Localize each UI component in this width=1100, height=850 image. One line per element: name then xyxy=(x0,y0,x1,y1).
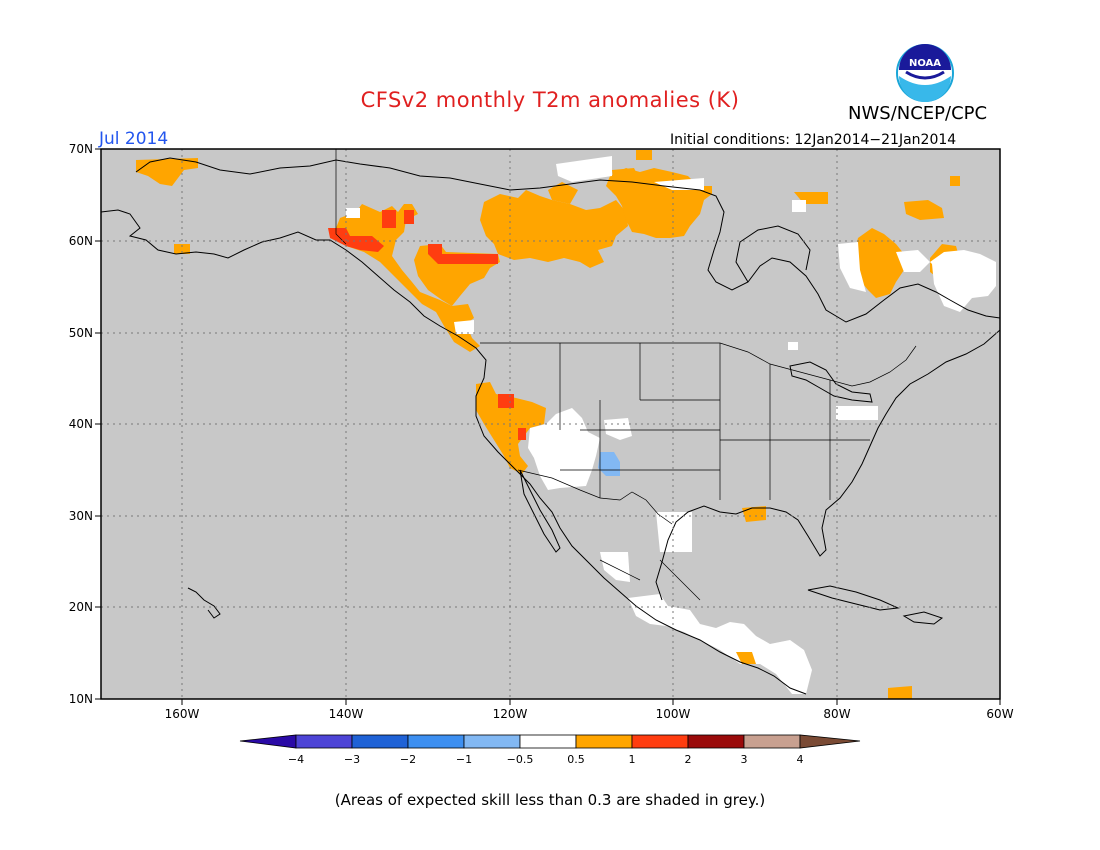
colorbar-tick-label: −0.5 xyxy=(507,753,534,766)
logo-text: NOAA xyxy=(909,58,941,69)
colorbar-swatch xyxy=(687,734,745,749)
lat-label: 30N xyxy=(69,509,93,523)
colorbar-labels: −4 −3 −2 −1 −0.5 0.5 1 2 3 4 xyxy=(288,753,804,766)
colorbar-high-arrow xyxy=(799,734,861,749)
us-states-1 xyxy=(559,343,870,500)
colorbar-tick-label: 2 xyxy=(685,753,692,766)
us-mexico-border xyxy=(517,469,673,525)
lon-label: 120W xyxy=(493,707,528,721)
colorbar-swatch xyxy=(407,734,465,749)
lat-label: 20N xyxy=(69,600,93,614)
colorbar-swatch xyxy=(351,734,409,749)
colorbar-tick-label: −3 xyxy=(344,753,360,766)
colorbar-tick-label: 3 xyxy=(741,753,748,766)
anomaly-region-hudson-bay-east xyxy=(852,228,904,298)
gridlines xyxy=(101,149,1000,699)
east-coast xyxy=(655,329,1000,601)
colorbar-tick-label: 0.5 xyxy=(567,753,585,766)
colorbar-tick-label: −2 xyxy=(400,753,416,766)
hispaniola xyxy=(902,611,944,625)
forecast-period: Jul 2014 xyxy=(99,129,169,149)
lon-label: 100W xyxy=(656,707,691,721)
colorbar-low-arrow xyxy=(239,734,297,749)
anomaly-layer xyxy=(136,150,996,699)
lat-label: 60N xyxy=(69,234,93,248)
colorbar-swatch xyxy=(519,734,577,749)
lon-labels: 160W 140W 120W 100W 80W 60W xyxy=(165,707,1014,721)
great-lakes xyxy=(789,361,873,403)
cuba xyxy=(807,585,900,611)
colorbar-tick-label: 4 xyxy=(797,753,804,766)
anomaly-region-great-basin xyxy=(476,382,546,474)
colorbar-swatch xyxy=(743,734,801,749)
colorbar-tick-label: 1 xyxy=(629,753,636,766)
anomaly-region-alaska-north-slope xyxy=(136,158,198,186)
anomaly-region-northern-bc-hotspot xyxy=(428,244,498,264)
north-coast xyxy=(135,157,1000,323)
coastlines xyxy=(101,157,1000,695)
colorbar-swatch xyxy=(631,734,689,749)
hawaii xyxy=(187,587,221,619)
anomaly-region-northwest-territories xyxy=(480,190,628,268)
skill-note: (Areas of expected skill less than 0.3 a… xyxy=(334,791,766,809)
lon-label: 80W xyxy=(823,707,850,721)
colorbar-swatch xyxy=(463,734,521,749)
lon-label: 60W xyxy=(986,707,1013,721)
colorbar xyxy=(239,734,861,749)
lat-label: 40N xyxy=(69,417,93,431)
lat-label: 10N xyxy=(69,692,93,706)
baja xyxy=(519,469,561,553)
anomaly-region-venezuela xyxy=(888,686,912,699)
colorbar-tick-label: −1 xyxy=(456,753,472,766)
lon-label: 140W xyxy=(329,707,364,721)
colorbar-swatch xyxy=(575,734,633,749)
alaska-coast xyxy=(101,209,807,695)
lat-labels: 70N 60N 50N 40N 30N 20N 10N xyxy=(69,142,93,706)
mexico-states xyxy=(599,559,701,601)
lon-label: 160W xyxy=(165,707,200,721)
colorbar-swatch xyxy=(295,734,353,749)
noaa-logo-icon: NOAA xyxy=(896,44,954,102)
colorbar-tick-label: −4 xyxy=(288,753,304,766)
anomaly-region-southwest-neutral xyxy=(528,408,600,490)
lat-label: 50N xyxy=(69,326,93,340)
hudson-bay xyxy=(735,225,811,283)
lat-label: 70N xyxy=(69,142,93,156)
anomaly-region-central-america xyxy=(736,652,756,664)
agency-label: NWS/NCEP/CPC xyxy=(848,103,988,124)
anomaly-region-alaska-west-coast xyxy=(174,244,190,254)
anomaly-region-yukon-hotspot xyxy=(328,228,384,252)
initial-conditions-label: Initial conditions: 12Jan2014−21Jan2014 xyxy=(670,132,957,148)
political-borders xyxy=(335,149,917,601)
anomaly-region-california-hotspot xyxy=(498,394,514,408)
map-title: CFSv2 monthly T2m anomalies (K) xyxy=(360,88,740,112)
tick-marks xyxy=(95,148,1001,705)
anomaly-region-baffin xyxy=(904,200,944,220)
